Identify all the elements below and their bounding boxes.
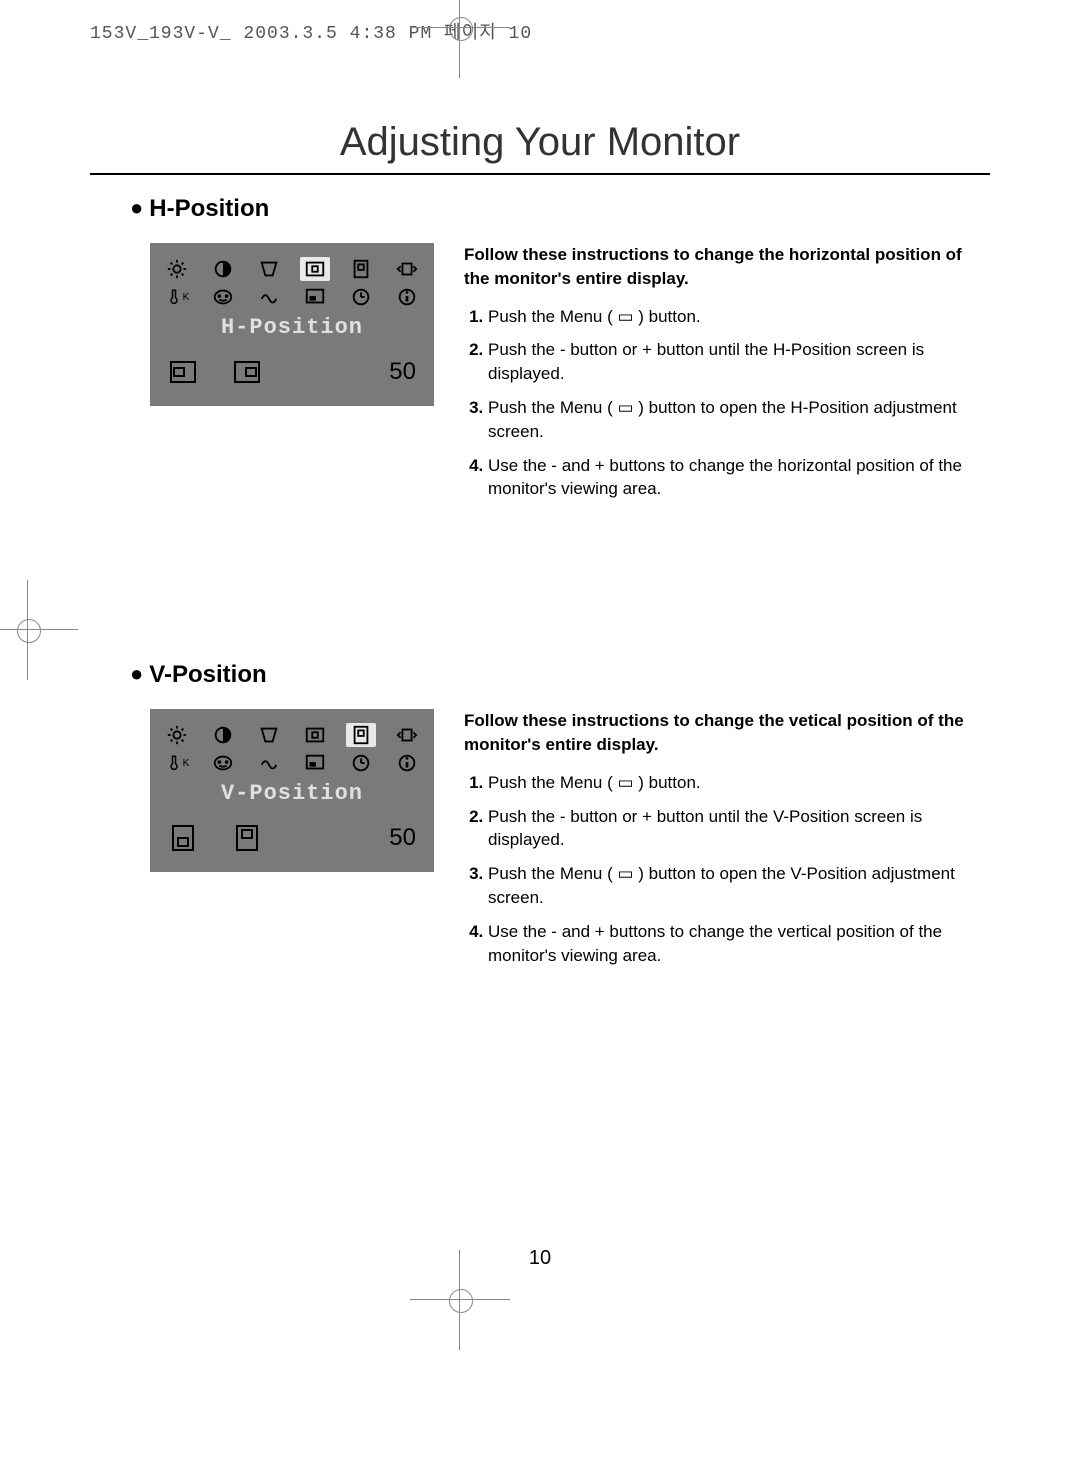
osd-icon-row-1 [162,723,422,747]
instruction-step: Push the Menu ( ▭ ) button to open the V… [488,862,990,910]
instructions-list: Push the Menu ( ▭ ) button. Push the - b… [464,771,990,968]
osd-icon-row-1 [162,257,422,281]
section-body-vposition: K V-Position 50 Follow these instruction… [150,709,990,977]
trapezoid-icon [254,723,284,747]
instructions-intro: Follow these instructions to change the … [464,243,990,291]
page-title: Adjusting Your Monitor [90,120,990,165]
osd-panel-vposition: K V-Position 50 [150,709,434,872]
vposition-icon [346,257,376,281]
instruction-step: Push the - button or + button until the … [488,805,990,853]
bullet-icon: ● [130,195,143,220]
contrast-icon [208,723,238,747]
instruction-step: Use the - and + buttons to change the ve… [488,920,990,968]
instruction-step: Push the Menu ( ▭ ) button. [488,771,990,795]
osd-label: H-Position [162,315,422,340]
hposition-icon [300,257,330,281]
osd-value: 50 [389,824,416,852]
instruction-step: Push the Menu ( ▭ ) button. [488,305,990,329]
osd-label: V-Position [162,781,422,806]
hpos-left-icon [168,358,198,386]
recall-icon [254,751,284,775]
hposition-icon [300,723,330,747]
title-rule [90,173,990,175]
instructions-hposition: Follow these instructions to change the … [464,243,990,511]
instructions-vposition: Follow these instructions to change the … [464,709,990,977]
page-content: Adjusting Your Monitor ●H-Position K [90,60,990,1127]
info-icon [392,285,422,309]
section-heading-text: H-Position [149,195,269,222]
registration-mark-top [440,8,480,48]
osd-icon-row-2: K [162,751,422,775]
osd-value-row: 50 [168,358,416,386]
osd-value-row: 50 [168,824,416,852]
recall-icon [254,285,284,309]
hsize-icon [392,257,422,281]
section-heading-hposition: ●H-Position [130,195,990,223]
instructions-list: Push the Menu ( ▭ ) button. Push the - b… [464,305,990,502]
instruction-step: Push the - button or + button until the … [488,338,990,386]
hpos-right-icon [232,358,262,386]
clock-icon [346,751,376,775]
vpos-up-icon [232,824,262,852]
instructions-intro: Follow these instructions to change the … [464,709,990,757]
osdposition-icon [300,751,330,775]
colortemp-icon: K [162,285,192,309]
osd-panel-hposition: K H-Position 50 [150,243,434,406]
language-icon [208,285,238,309]
registration-mark-bottom [440,1280,480,1320]
section-heading-text: V-Position [149,661,266,688]
bullet-icon: ● [130,661,143,686]
brightness-icon [162,723,192,747]
colortemp-icon: K [162,751,192,775]
section-heading-vposition: ●V-Position [130,661,990,689]
page-number: 10 [0,1247,1080,1270]
hsize-icon [392,723,422,747]
instruction-step: Use the - and + buttons to change the ho… [488,454,990,502]
osdposition-icon [300,285,330,309]
osd-value: 50 [389,358,416,386]
trapezoid-icon [254,257,284,281]
registration-mark-left [8,610,48,650]
section-body-hposition: K H-Position 50 Follow these instruction… [150,243,990,511]
brightness-icon [162,257,192,281]
clock-icon [346,285,376,309]
language-icon [208,751,238,775]
vposition-icon [346,723,376,747]
vpos-down-icon [168,824,198,852]
info-icon [392,751,422,775]
contrast-icon [208,257,238,281]
osd-icon-row-2: K [162,285,422,309]
instruction-step: Push the Menu ( ▭ ) button to open the H… [488,396,990,444]
